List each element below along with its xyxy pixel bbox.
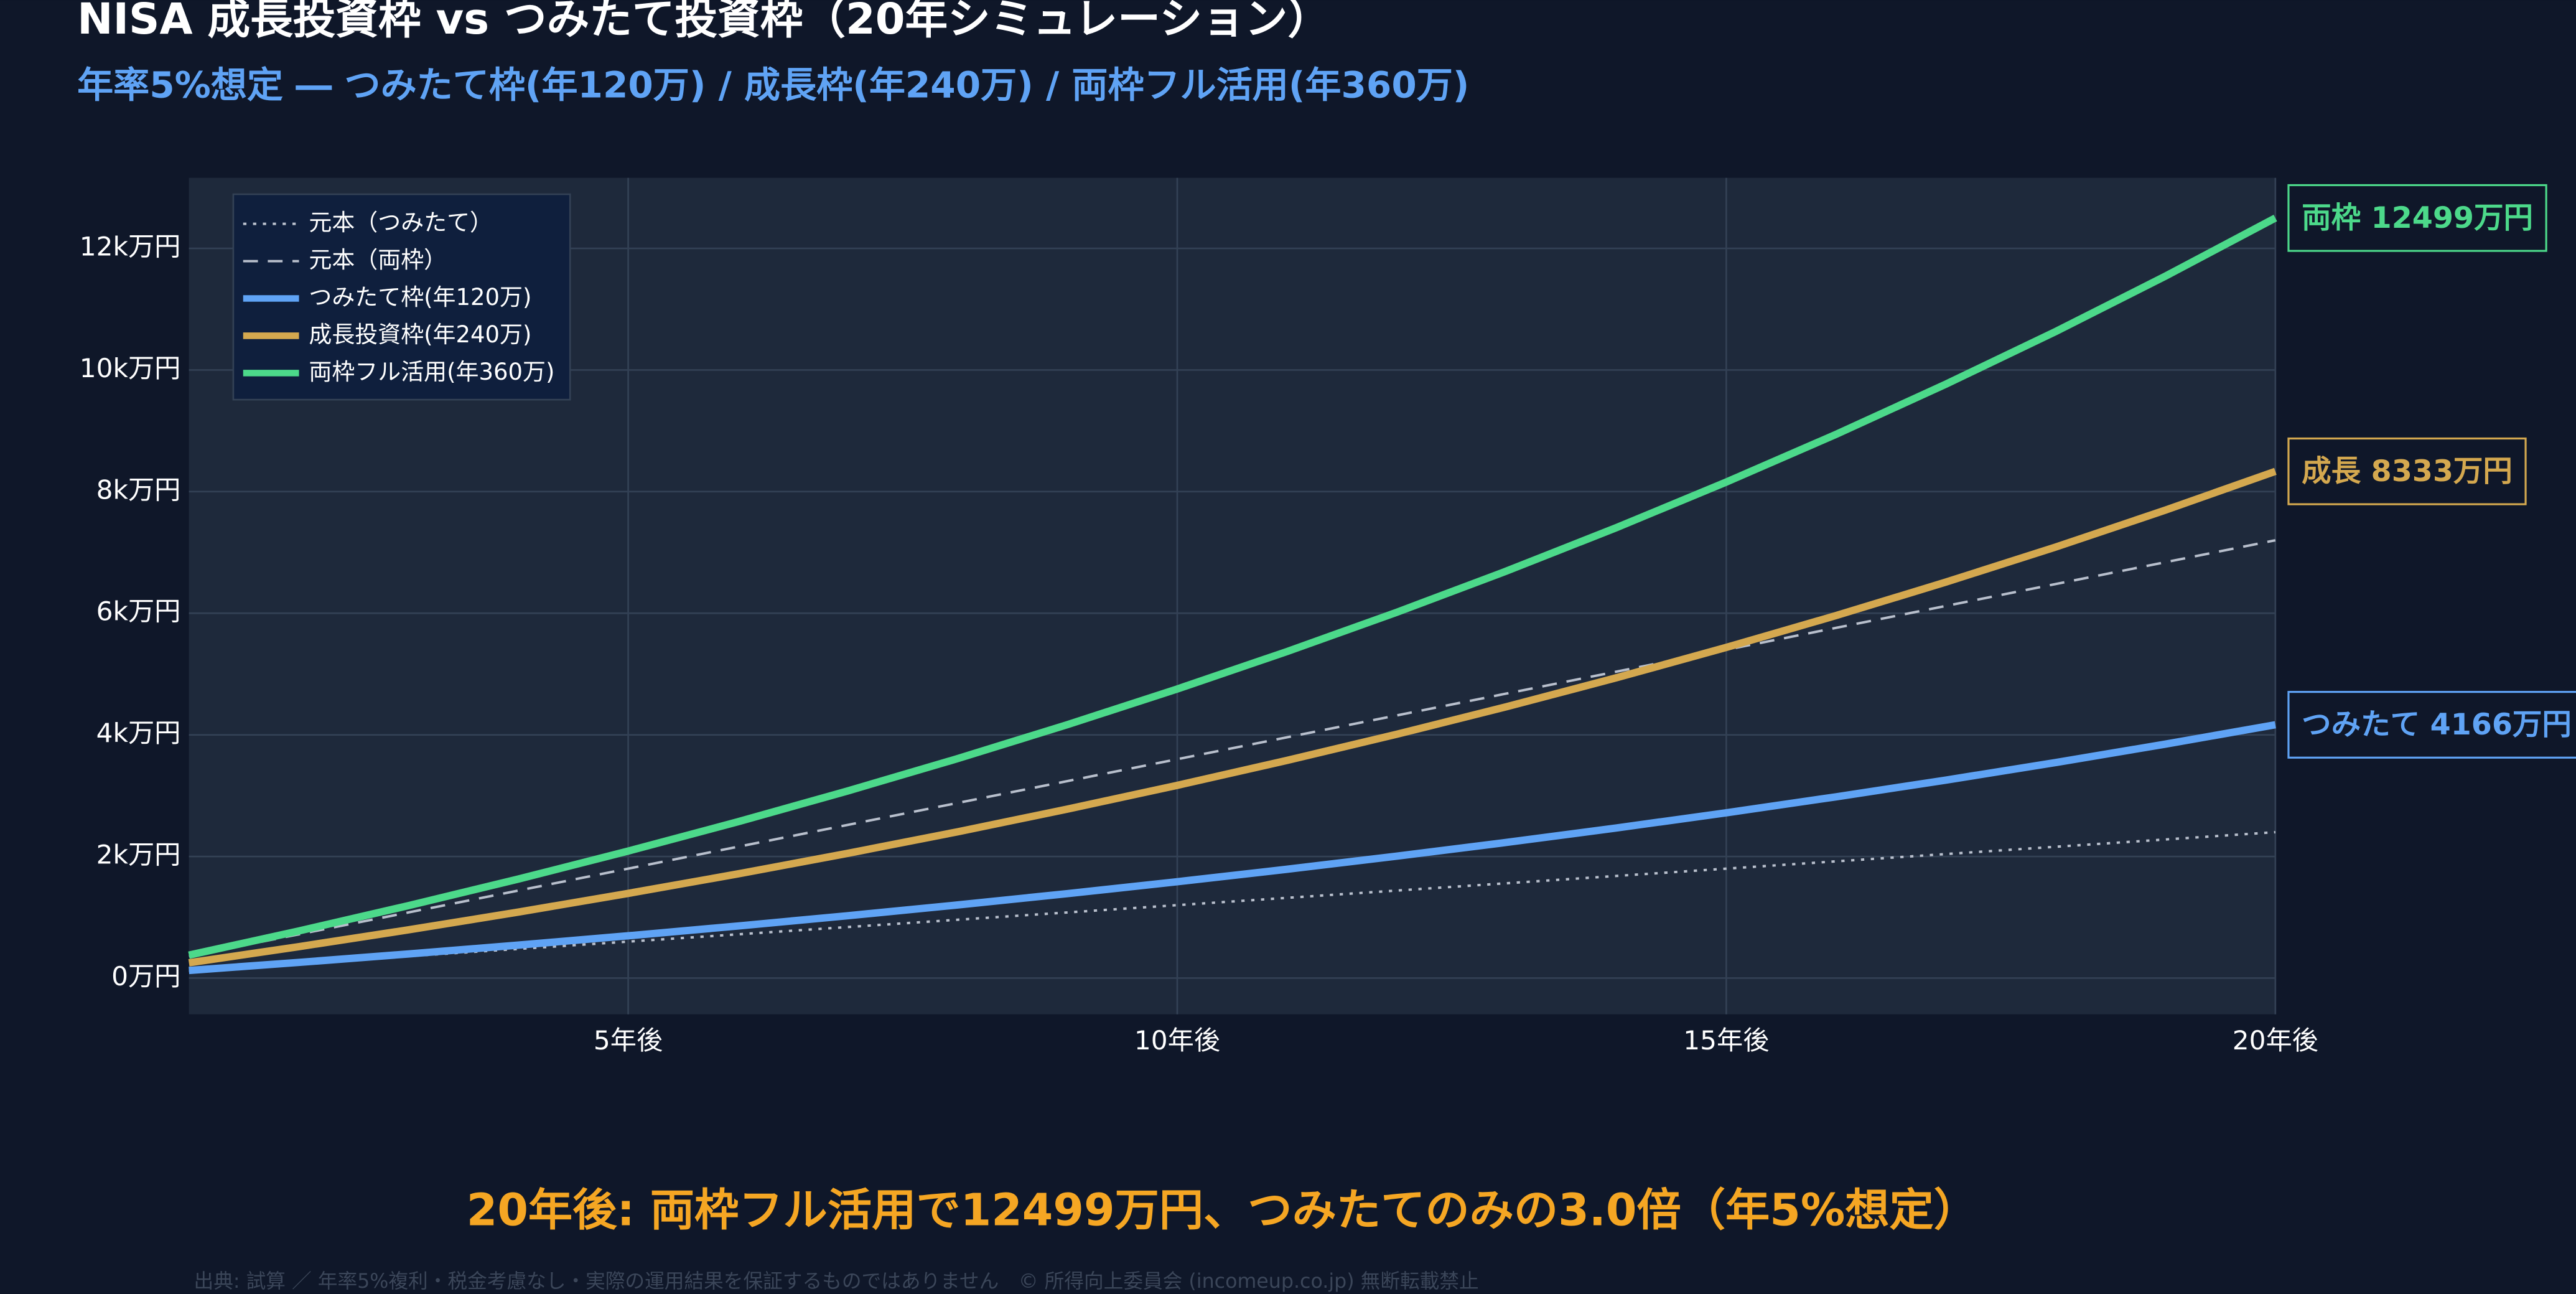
end-label-box [2287, 691, 2576, 759]
end-label: 成長 8333万円 [2287, 437, 2527, 505]
legend: 元本（つみたて） 元本（両枠） つみたて枠(年120万) 成長投資枠(年240万) 両枠… [232, 193, 571, 401]
y-tick-label: 0万円 [111, 961, 180, 992]
y-tick-label: 8k万円 [96, 474, 181, 505]
legend-label: つみたて枠(年120万) [309, 284, 531, 311]
y-tick-label: 2k万円 [96, 840, 181, 870]
series-line [188, 215, 2277, 959]
x-tick-label: 20年後 [2233, 1025, 2318, 1056]
chart-subtitle: 年率5%想定 ― つみたて枠(年120万) / 成長枠(年240万) / 両枠フ… [77, 64, 1469, 106]
end-label: つみたて 4166万円 [2287, 691, 2576, 759]
end-label-text: 成長 8333万円 [2302, 454, 2513, 489]
series-line [189, 831, 2275, 972]
legend-label: 両枠フル活用(年360万) [309, 359, 554, 385]
series-line [188, 467, 2277, 967]
y-tick-label: 12k万円 [80, 232, 181, 262]
end-label-box [2287, 437, 2527, 505]
y-tick-label: 4k万円 [96, 718, 181, 748]
legend-box [232, 193, 571, 401]
legend-label: 元本（つみたて） [309, 209, 493, 236]
y-tick-label: 6k万円 [96, 596, 181, 627]
source-note: 出典: 試算 ／ 年率5%複利・税金考慮なし・実際の運用結果を保証するものではあ… [194, 1270, 1479, 1293]
series-line [189, 721, 2276, 975]
x-tick-label: 15年後 [1683, 1025, 1769, 1056]
chart-title: NISA 成長投資枠 vs つみたて投資枠（20年シミュレーション） [77, 0, 1330, 44]
end-label-text: つみたて 4166万円 [2302, 708, 2572, 742]
legend-label: 成長投資枠(年240万) [309, 321, 531, 348]
series-line [189, 539, 2276, 958]
x-tick-label: 5年後 [594, 1025, 663, 1056]
x-tick-label: 10年後 [1134, 1025, 1220, 1056]
end-label: 両枠 12499万円 [2287, 184, 2547, 252]
end-label-text: 両枠 12499万円 [2302, 201, 2533, 235]
headline-annotation: 20年後: 両枠フル活用で12499万円、つみたてのみの3.0倍（年5%想定） [467, 1184, 1978, 1236]
end-label-box [2287, 184, 2547, 252]
y-tick-label: 10k万円 [80, 353, 181, 383]
legend-label: 元本（両枠） [309, 246, 447, 273]
